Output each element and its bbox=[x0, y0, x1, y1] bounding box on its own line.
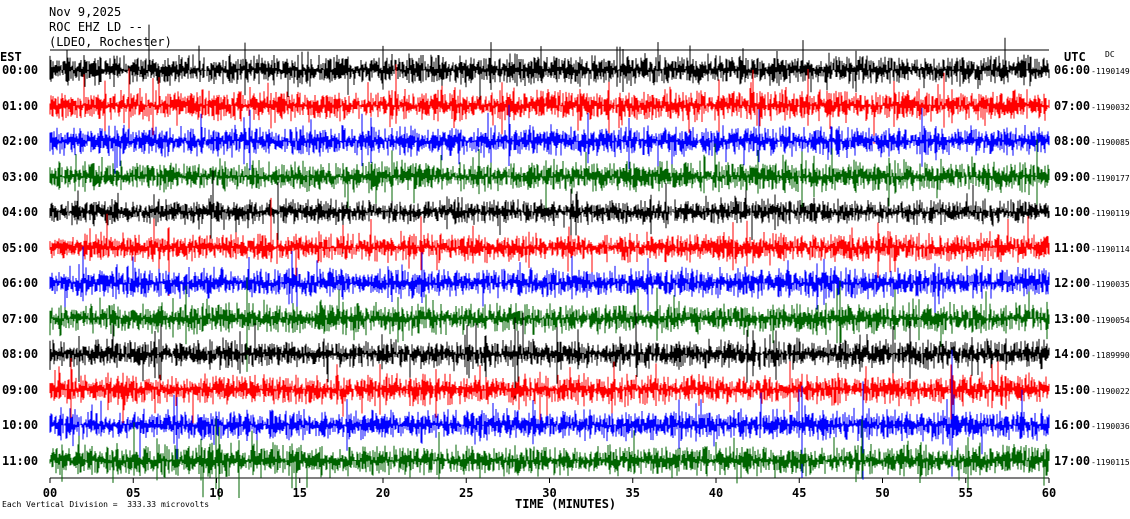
x-tick-label: 00 bbox=[42, 486, 58, 500]
trace-0000 bbox=[49, 24, 1050, 110]
utc-time-text: 08:00 bbox=[1054, 134, 1091, 148]
local-time-label: 09:00 bbox=[2, 382, 39, 397]
utc-time-label: 10:00-1190119 bbox=[1054, 205, 1130, 219]
utc-time-label: 09:00-1190177 bbox=[1054, 170, 1130, 184]
dc-offset-value: -1190177 bbox=[1091, 173, 1130, 183]
utc-time-label: 14:00-1189990 bbox=[1054, 347, 1130, 361]
dc-offset-value: -1190022 bbox=[1091, 386, 1130, 396]
local-time-label: 08:00 bbox=[2, 347, 39, 361]
local-time-label: 06:00 bbox=[2, 276, 39, 290]
trace-0200 bbox=[49, 104, 1050, 174]
x-tick-label: 50 bbox=[875, 486, 890, 500]
utc-time-text: 12:00 bbox=[1054, 276, 1091, 290]
dc-offset-value: -1190114 bbox=[1091, 244, 1130, 254]
x-tick-label: 55 bbox=[958, 486, 973, 500]
x-tick-label: 30 bbox=[542, 486, 557, 500]
dc-offset-value: -1190032 bbox=[1091, 102, 1130, 112]
trace-1000 bbox=[49, 349, 1050, 480]
right-axis-title: UTC bbox=[1064, 50, 1086, 64]
utc-time-label: 11:00-1190114 bbox=[1054, 241, 1130, 255]
trace-0900 bbox=[49, 358, 1050, 427]
trace-0100 bbox=[49, 64, 1050, 148]
x-tick-label: 40 bbox=[708, 486, 724, 500]
dc-offset-value: -1190054 bbox=[1091, 315, 1130, 325]
local-time-label: 01:00 bbox=[2, 98, 39, 113]
trace-0500 bbox=[49, 197, 1050, 296]
local-time-label: 04:00 bbox=[2, 205, 39, 219]
utc-time-text: 15:00 bbox=[1054, 382, 1091, 397]
date-label: Nov 9,2025 bbox=[49, 5, 122, 19]
trace-1100 bbox=[49, 418, 1050, 500]
trace-0800 bbox=[49, 312, 1050, 399]
utc-time-text: 07:00 bbox=[1054, 98, 1091, 113]
utc-time-text: 16:00 bbox=[1054, 418, 1091, 432]
x-tick-label: 45 bbox=[792, 486, 807, 500]
local-time-label: 03:00 bbox=[2, 169, 39, 184]
local-time-label: 00:00 bbox=[2, 63, 39, 77]
utc-time-label: 15:00-1190022 bbox=[1054, 383, 1130, 397]
local-time-label: 10:00 bbox=[2, 418, 39, 432]
scale-note: Each Vertical Division = 333.33 microvol… bbox=[2, 500, 210, 509]
utc-time-text: 17:00 bbox=[1054, 453, 1091, 468]
x-tick-label: 60 bbox=[1041, 486, 1057, 500]
utc-time-label: 08:00-1190085 bbox=[1054, 134, 1130, 148]
utc-time-text: 13:00 bbox=[1054, 311, 1091, 326]
trace-0600 bbox=[49, 246, 1050, 320]
utc-time-label: 06:00-1190149 bbox=[1054, 63, 1130, 77]
local-time-label: 07:00 bbox=[2, 311, 39, 326]
utc-time-text: 06:00 bbox=[1054, 63, 1091, 77]
station-label: ROC EHZ LD -- bbox=[49, 20, 143, 34]
left-axis-title: EST bbox=[0, 50, 22, 64]
dc-offset-value: -1190149 bbox=[1091, 67, 1130, 76]
x-axis-label: TIME (MINUTES) bbox=[515, 497, 617, 511]
x-tick-label: 20 bbox=[375, 486, 391, 500]
location-label: (LDEO, Rochester) bbox=[49, 35, 172, 49]
x-tick-label: 05 bbox=[126, 486, 141, 500]
utc-time-label: 16:00-1190036 bbox=[1054, 418, 1130, 432]
dc-offset-value: -1190036 bbox=[1091, 422, 1130, 431]
trace-0300 bbox=[49, 139, 1050, 213]
utc-time-label: 13:00-1190054 bbox=[1054, 312, 1130, 326]
utc-time-text: 09:00 bbox=[1054, 169, 1091, 184]
dc-offset-value: -1190035 bbox=[1091, 280, 1130, 289]
utc-time-label: 07:00-1190032 bbox=[1054, 99, 1130, 113]
x-tick-label: 15 bbox=[292, 486, 307, 500]
utc-time-text: 10:00 bbox=[1054, 205, 1091, 219]
local-time-label: 02:00 bbox=[2, 134, 39, 148]
dc-offset-value: -1189990 bbox=[1091, 351, 1130, 360]
dc-offset-value: -1190085 bbox=[1091, 138, 1130, 147]
local-time-label: 05:00 bbox=[2, 240, 39, 255]
dc-offset-value: -1190119 bbox=[1091, 209, 1130, 218]
trace-0700 bbox=[49, 277, 1050, 372]
utc-time-label: 12:00-1190035 bbox=[1054, 276, 1130, 290]
utc-time-label: 17:00-1190115 bbox=[1054, 454, 1130, 468]
dc-offset-value: -1190115 bbox=[1091, 457, 1130, 467]
trace-0400 bbox=[49, 169, 1050, 254]
x-tick-label: 10 bbox=[209, 486, 224, 500]
local-time-label: 11:00 bbox=[2, 453, 39, 468]
dc-label: DC bbox=[1105, 50, 1115, 59]
x-tick-label: 35 bbox=[625, 486, 640, 500]
utc-time-text: 14:00 bbox=[1054, 347, 1091, 361]
x-tick-label: 25 bbox=[459, 486, 474, 500]
utc-time-text: 11:00 bbox=[1054, 240, 1091, 255]
